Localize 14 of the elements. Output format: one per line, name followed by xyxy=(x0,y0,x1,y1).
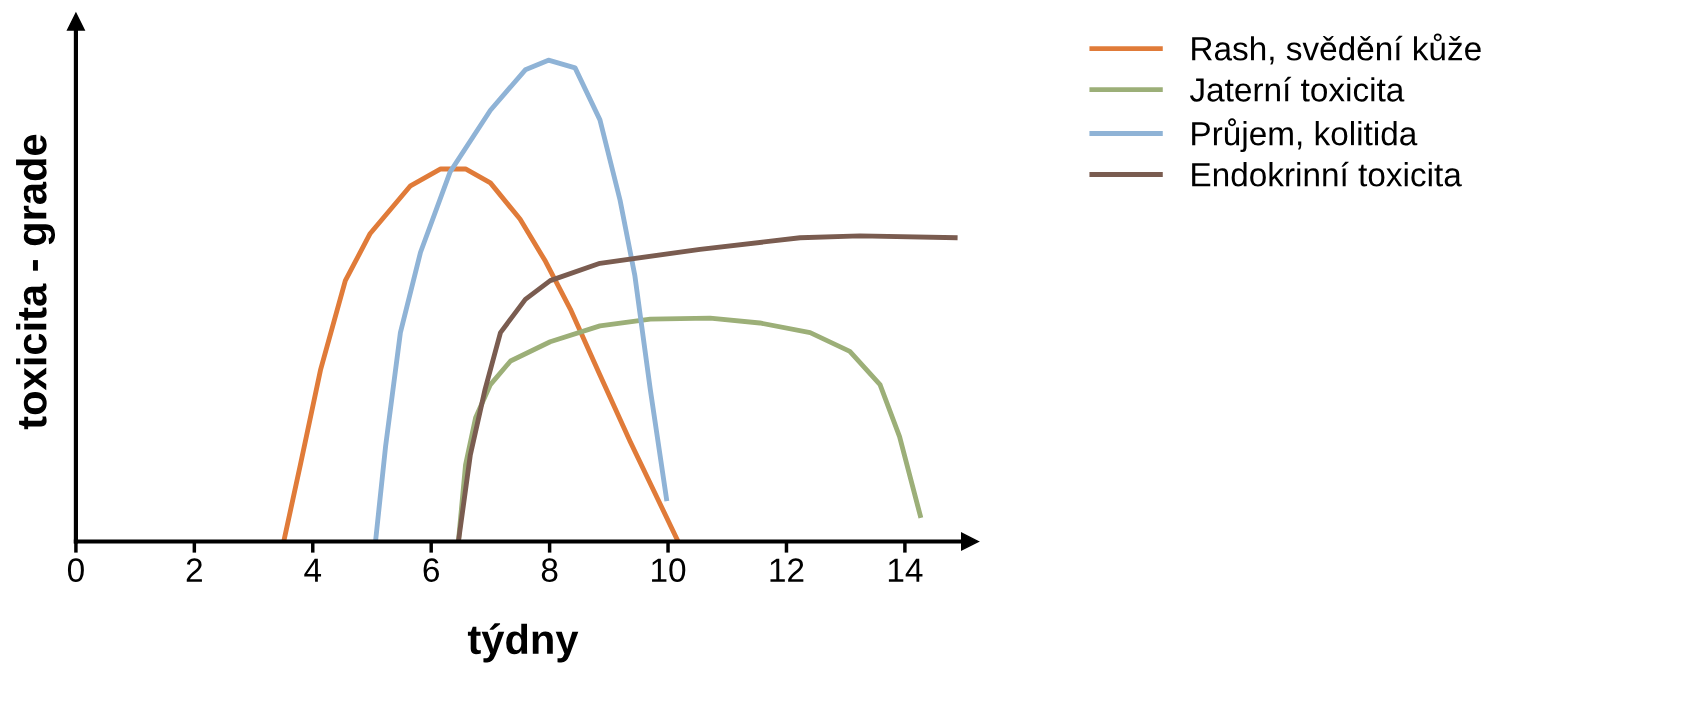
x-tick-label: 2 xyxy=(186,558,202,582)
legend-label: Průjem, kolitida xyxy=(1192,118,1418,153)
x-tick-label: 14 xyxy=(888,558,923,582)
x-tick-label: 8 xyxy=(541,558,558,582)
x-tick-label: 4 xyxy=(304,558,322,582)
x-tick-label: 10 xyxy=(652,558,686,582)
legend-label: Rash, svědění kůže xyxy=(1192,33,1481,65)
x-tick-label: 12 xyxy=(770,558,804,582)
x-tick-label: 6 xyxy=(423,558,439,582)
legend-label: Endokrinní toxicita xyxy=(1192,161,1462,187)
x-tick-label: 0 xyxy=(67,558,84,582)
legend-label: Jaterní toxicita xyxy=(1189,76,1405,102)
x-axis-title: týdny xyxy=(467,623,579,663)
y-axis-title: toxicita - grade xyxy=(16,134,56,430)
